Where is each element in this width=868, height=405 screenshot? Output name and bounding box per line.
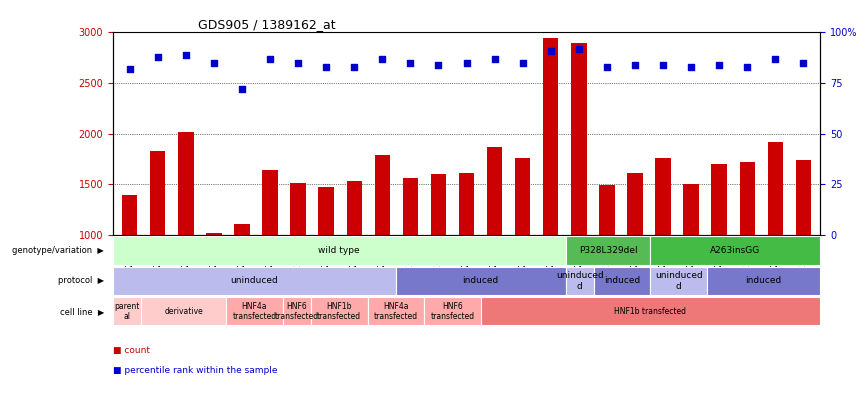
Bar bbox=[712, 164, 727, 235]
Bar bbox=[740, 162, 755, 235]
Text: GDS905 / 1389162_at: GDS905 / 1389162_at bbox=[198, 18, 335, 31]
Bar bbox=[515, 158, 530, 235]
Text: protocol  ▶: protocol ▶ bbox=[58, 276, 104, 286]
Text: uninduced: uninduced bbox=[230, 276, 279, 286]
Point bbox=[768, 55, 782, 62]
Point bbox=[516, 60, 529, 66]
Bar bbox=[594, 266, 650, 295]
Bar bbox=[291, 183, 306, 235]
Text: derivative: derivative bbox=[164, 307, 203, 316]
Point bbox=[319, 64, 333, 70]
Bar bbox=[226, 297, 283, 326]
Text: induced: induced bbox=[463, 276, 499, 286]
Bar bbox=[311, 297, 367, 326]
Bar bbox=[796, 160, 811, 235]
Point bbox=[628, 62, 642, 68]
Bar bbox=[113, 236, 566, 265]
Point bbox=[179, 51, 193, 58]
Text: wild type: wild type bbox=[319, 246, 360, 255]
Text: uninduced
d: uninduced d bbox=[654, 271, 703, 290]
Text: HNF4a
transfected: HNF4a transfected bbox=[374, 302, 418, 321]
Bar bbox=[599, 185, 615, 235]
Bar bbox=[628, 173, 642, 235]
Point bbox=[291, 60, 305, 66]
Point bbox=[544, 47, 558, 54]
Text: induced: induced bbox=[604, 276, 641, 286]
Bar bbox=[207, 233, 221, 235]
Bar bbox=[262, 170, 278, 235]
Bar bbox=[571, 43, 587, 235]
Point bbox=[797, 60, 811, 66]
Bar bbox=[650, 266, 707, 295]
Bar bbox=[375, 155, 390, 235]
Point bbox=[740, 64, 754, 70]
Point bbox=[151, 53, 165, 60]
Point bbox=[263, 55, 277, 62]
Text: HNF1b transfected: HNF1b transfected bbox=[615, 307, 687, 316]
Bar bbox=[481, 297, 820, 326]
Bar bbox=[487, 147, 503, 235]
Bar bbox=[543, 38, 558, 235]
Bar bbox=[396, 266, 566, 295]
Point bbox=[122, 66, 136, 72]
Point bbox=[404, 60, 418, 66]
Point bbox=[684, 64, 698, 70]
Text: genotype/variation  ▶: genotype/variation ▶ bbox=[12, 246, 104, 255]
Point bbox=[600, 64, 614, 70]
Bar bbox=[566, 236, 650, 265]
Bar bbox=[683, 184, 699, 235]
Point bbox=[572, 45, 586, 52]
Bar bbox=[150, 151, 166, 235]
Bar bbox=[122, 196, 137, 235]
Point bbox=[207, 60, 220, 66]
Bar bbox=[655, 158, 671, 235]
Bar bbox=[431, 174, 446, 235]
Bar bbox=[650, 236, 820, 265]
Point bbox=[656, 62, 670, 68]
Bar bbox=[403, 178, 418, 235]
Bar bbox=[346, 181, 362, 235]
Text: ■ count: ■ count bbox=[113, 346, 150, 355]
Bar bbox=[113, 297, 141, 326]
Point bbox=[460, 60, 474, 66]
Point bbox=[235, 86, 249, 92]
Text: parent
al: parent al bbox=[115, 302, 140, 321]
Text: cell line  ▶: cell line ▶ bbox=[60, 307, 104, 316]
Bar bbox=[234, 224, 250, 235]
Bar bbox=[767, 142, 783, 235]
Bar bbox=[283, 297, 311, 326]
Point bbox=[375, 55, 389, 62]
Text: A263insGG: A263insGG bbox=[710, 246, 760, 255]
Point bbox=[488, 55, 502, 62]
Bar bbox=[566, 266, 594, 295]
Bar bbox=[459, 173, 474, 235]
Point bbox=[431, 62, 445, 68]
Bar bbox=[113, 266, 396, 295]
Bar bbox=[707, 266, 820, 295]
Text: induced: induced bbox=[746, 276, 782, 286]
Text: ■ percentile rank within the sample: ■ percentile rank within the sample bbox=[113, 366, 278, 375]
Bar bbox=[367, 297, 424, 326]
Point bbox=[713, 62, 727, 68]
Bar bbox=[319, 187, 334, 235]
Bar bbox=[424, 297, 481, 326]
Text: HNF6
transfected: HNF6 transfected bbox=[274, 302, 319, 321]
Text: uninduced
d: uninduced d bbox=[556, 271, 603, 290]
Point bbox=[347, 64, 361, 70]
Text: HNF1b
transfected: HNF1b transfected bbox=[317, 302, 361, 321]
Text: HNF4a
transfected: HNF4a transfected bbox=[233, 302, 276, 321]
Text: P328L329del: P328L329del bbox=[579, 246, 637, 255]
Text: HNF6
transfected: HNF6 transfected bbox=[431, 302, 475, 321]
Bar bbox=[178, 132, 194, 235]
Bar bbox=[141, 297, 226, 326]
